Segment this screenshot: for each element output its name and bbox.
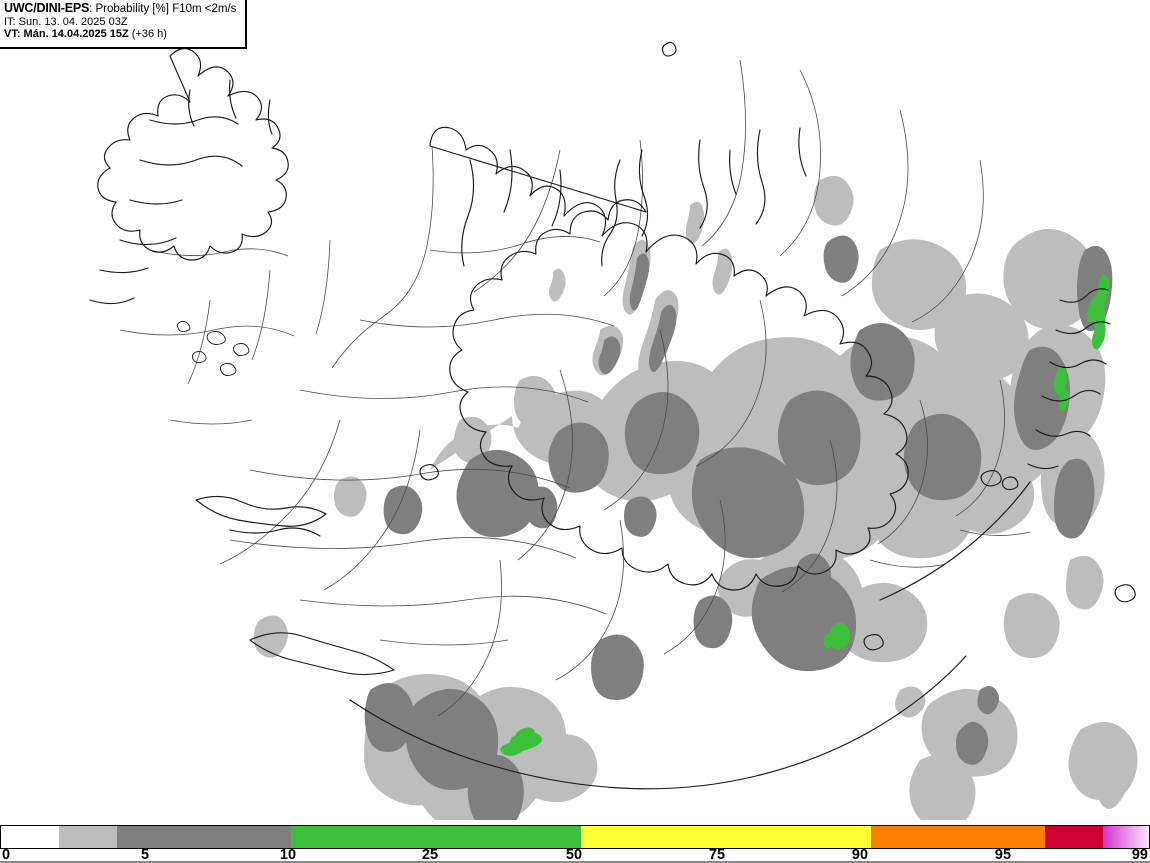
- colorbar-segment-10-25: [116, 826, 291, 848]
- product-desc: : Probability [%] F10m <2m/s: [89, 3, 237, 15]
- colorbar-tick-75: 75: [708, 847, 726, 863]
- colorbar-tick-50: 50: [565, 847, 583, 863]
- valid-time-line: VT: Mán. 14.04.2025 15Z (+36 h): [4, 28, 242, 41]
- colorbar-segment-75-90: [870, 826, 1045, 848]
- model-product-line: UWC/DINI-EPS: Probability [%] F10m <2m/s: [4, 2, 242, 16]
- weather-map: [89, 41, 1138, 820]
- map-canvas: [89, 41, 1138, 820]
- colorbar-tick-99: 99: [1131, 847, 1148, 863]
- valid-time-label: VT:: [4, 28, 21, 40]
- colorbar-tick-0: 0: [2, 847, 11, 863]
- colorbar-segment-90-95: [1044, 826, 1103, 848]
- colorbar-segment-5-10: [58, 826, 117, 848]
- colorbar-panel: 0 5 10 25 50 75 90 95 99: [0, 820, 1150, 863]
- colorbar-segment-50-75: [580, 826, 871, 848]
- colorbar: [0, 825, 1150, 849]
- valid-time-lead: (+36 h): [128, 28, 167, 40]
- info-box: UWC/DINI-EPS: Probability [%] F10m <2m/s…: [0, 0, 247, 49]
- probability-shade-green: [500, 275, 1110, 756]
- colorbar-tick-95: 95: [994, 847, 1012, 863]
- coastline: [89, 41, 1136, 790]
- valid-time-value: Mán. 14.04.2025 15Z: [20, 28, 129, 40]
- colorbar-tick-5: 5: [140, 847, 150, 863]
- colorbar-tick-10: 10: [279, 847, 297, 863]
- init-time-label: IT:: [4, 15, 16, 28]
- colorbar-tick-25: 25: [421, 847, 439, 863]
- colorbar-baseline: [0, 861, 1150, 863]
- init-time-value: Sun. 13. 04. 2025 03Z: [15, 15, 128, 28]
- colorbar-segment-0-5: [1, 826, 59, 848]
- init-time-line: IT: Sun. 13. 04. 2025 03Z: [4, 16, 242, 29]
- administrative-borders: [119, 59, 1031, 717]
- colorbar-tick-90: 90: [851, 847, 869, 863]
- colorbar-segment-25-50: [290, 826, 581, 848]
- colorbar-segment-95-99: [1102, 826, 1150, 848]
- colorbar-tick-labels: 0 5 10 25 50 75 90 95 99: [0, 848, 1150, 863]
- model-name: UWC/DINI-EPS: [4, 1, 90, 15]
